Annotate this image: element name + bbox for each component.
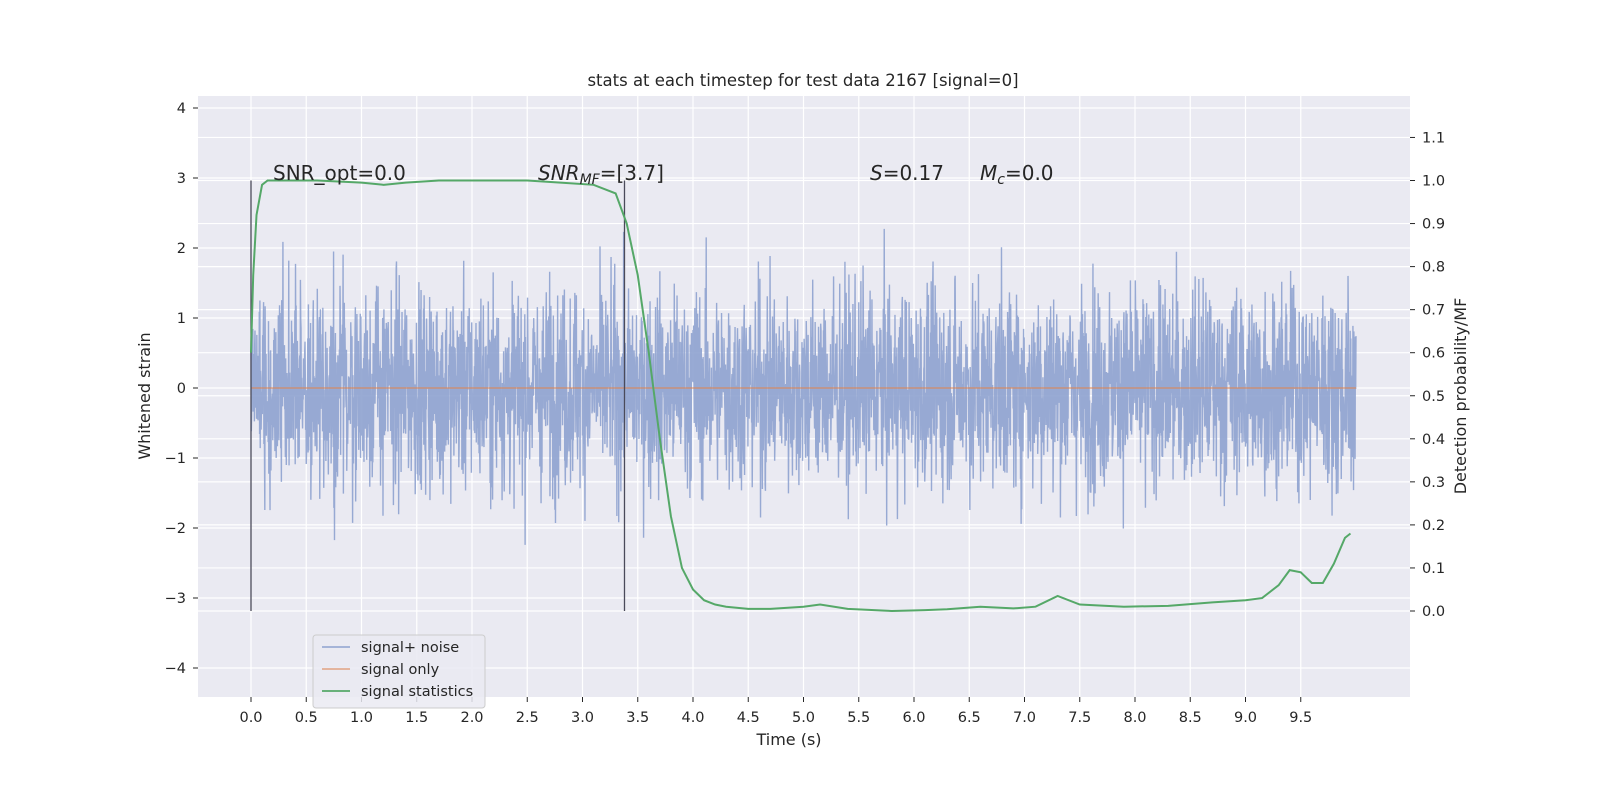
x-tick-label: 8.5 xyxy=(1179,710,1202,726)
y-right-tick-label: 0.8 xyxy=(1422,260,1445,276)
x-tick-label: 0.0 xyxy=(239,710,262,726)
y-right-tick-label: 0.6 xyxy=(1422,346,1445,362)
x-tick-label: 0.5 xyxy=(295,710,318,726)
y-left-tick-label: −4 xyxy=(165,661,186,677)
y-left-tick-label: 2 xyxy=(177,241,186,257)
y-left-tick-label: 4 xyxy=(177,101,186,117)
y-left-tick-label: −2 xyxy=(165,521,186,537)
x-tick-label: 1.0 xyxy=(350,710,373,726)
x-tick-label: 6.5 xyxy=(958,710,981,726)
annotation-snr-mf: SNRMF=[3.7] xyxy=(538,161,664,188)
x-tick-label: 1.5 xyxy=(405,710,428,726)
y-right-tick-label: 1.0 xyxy=(1422,174,1445,190)
signal-statistics-line xyxy=(250,179,1352,613)
x-tick-label: 8.0 xyxy=(1123,710,1146,726)
y-right-tick-label: 0.3 xyxy=(1422,475,1445,491)
x-tick-label: 2.0 xyxy=(460,710,483,726)
noise-series xyxy=(250,228,1357,545)
y-left-tick-label: −1 xyxy=(165,451,186,467)
y-left-tick-label: 0 xyxy=(177,381,186,397)
x-axis-ticks: 0.0 0.5 1.0 1.5 2.0 2.5 3.0 3.5 4.0 4.5 5.0 5.5 6.0 6… xyxy=(239,697,1312,726)
vertical-markers xyxy=(250,180,626,611)
annotation-snr-opt: SNR_opt=0.0 xyxy=(273,161,406,185)
y-left-axis-ticks: −4 −3 −2 −1 0 1 2 3 4 xyxy=(165,101,198,677)
x-tick-label: 5.5 xyxy=(847,710,870,726)
y-left-tick-label: −3 xyxy=(165,591,186,607)
y-right-tick-label: 1.1 xyxy=(1422,130,1445,146)
y-right-tick-label: 0.7 xyxy=(1422,303,1445,319)
x-tick-label: 4.0 xyxy=(681,710,704,726)
x-tick-label: 9.5 xyxy=(1289,710,1312,726)
legend-label-statistics: signal statistics xyxy=(361,684,473,700)
x-tick-label: 7.5 xyxy=(1068,710,1091,726)
y-right-axis-label: Detection probability/MF xyxy=(1451,298,1470,495)
legend-box xyxy=(312,634,486,709)
y-right-tick-label: 0.4 xyxy=(1422,432,1445,448)
chart-title: stats at each timestep for test data 216… xyxy=(587,71,1018,90)
y-right-tick-label: 0.0 xyxy=(1422,604,1445,620)
x-tick-label: 3.0 xyxy=(571,710,594,726)
legend-label-signal-only: signal only xyxy=(361,662,440,678)
y-left-tick-label: 1 xyxy=(177,311,186,327)
y-left-axis-label: Whitened strain xyxy=(135,332,154,459)
x-tick-label: 7.0 xyxy=(1013,710,1036,726)
y-right-tick-label: 0.9 xyxy=(1422,217,1445,233)
x-tick-label: 3.5 xyxy=(626,710,649,726)
x-tick-label: 4.5 xyxy=(737,710,760,726)
x-tick-label: 9.0 xyxy=(1234,710,1257,726)
annotation-mc: Mc=0.0 xyxy=(980,161,1054,188)
annotation-s: S=0.17 xyxy=(870,161,944,185)
y-left-tick-label: 3 xyxy=(177,171,186,187)
y-right-tick-label: 0.2 xyxy=(1422,518,1445,534)
x-tick-label: 5.0 xyxy=(792,710,815,726)
y-right-tick-label: 0.1 xyxy=(1422,561,1445,577)
legend-label-noise: signal+ noise xyxy=(361,640,459,656)
legend: signal+ noise signal only signal statist… xyxy=(312,634,486,709)
x-tick-label: 2.5 xyxy=(516,710,539,726)
x-tick-label: 6.0 xyxy=(902,710,925,726)
y-right-axis-ticks: 0.0 0.1 0.2 0.3 0.4 0.5 0.6 0.7 0.8 0.9 1.0 1.1 xyxy=(1410,130,1445,620)
x-axis-label: Time (s) xyxy=(755,730,821,749)
noise-trace xyxy=(250,228,1357,545)
y-right-tick-label: 0.5 xyxy=(1422,389,1445,405)
